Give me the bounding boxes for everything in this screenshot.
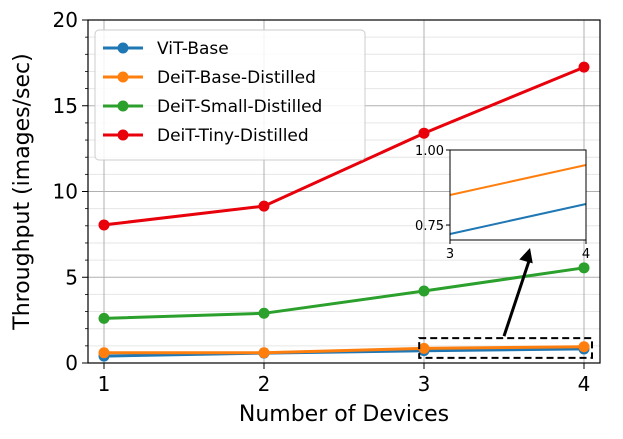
- x-tick-label: 4: [578, 372, 591, 396]
- data-point: [258, 200, 270, 212]
- y-tick-label: 20: [53, 8, 78, 32]
- series-line-2: [104, 345, 585, 355]
- zoom-region-box: [418, 337, 594, 359]
- data-point: [258, 347, 270, 359]
- x-tick-label: 2: [258, 372, 271, 396]
- inset-series-line-1: [449, 203, 587, 235]
- x-axis-label: Number of Devices: [239, 402, 449, 427]
- data-point: [98, 312, 110, 324]
- zoom-arrow-head: [519, 248, 533, 264]
- legend-label: DeiT-Base-Distilled: [157, 68, 316, 88]
- data-point: [258, 307, 270, 319]
- legend: ViT-Base DeiT-Base-Distilled DeiT-Small-Di…: [94, 29, 366, 161]
- legend-swatch-marker: [117, 129, 129, 141]
- series-layer: [98, 61, 590, 362]
- data-point: [98, 219, 110, 231]
- inset-x-tick-label: 4: [582, 247, 590, 262]
- inset-x-tick-label: 3: [446, 247, 454, 262]
- inset-background: [450, 150, 586, 240]
- legend-label: DeiT-Small-Distilled: [157, 97, 322, 117]
- data-point: [418, 127, 430, 139]
- x-tick-label: 1: [98, 372, 111, 396]
- axis-ticks: 0 5 10 15 20 1 2 3 4: [53, 8, 591, 396]
- y-axis-label: Throughput (images/sec): [10, 53, 35, 330]
- data-point: [578, 341, 590, 353]
- series-line-3: [103, 266, 585, 320]
- y-tick-label: 15: [53, 94, 78, 118]
- legend-swatch-marker: [117, 100, 129, 112]
- x-tick-label: 3: [418, 372, 431, 396]
- data-point: [98, 347, 110, 359]
- inset-frame: [449, 149, 587, 241]
- zoom-arrow-shaft: [502, 257, 532, 337]
- data-point: [578, 61, 590, 73]
- legend-swatch-marker: [117, 71, 129, 83]
- legend-swatch-marker: [117, 42, 129, 54]
- inset-series-line-2: [449, 164, 587, 196]
- data-point: [418, 285, 430, 297]
- legend-label: ViT-Base: [157, 39, 229, 59]
- inset-zoom-plot: 0.75 1.00 3 4: [415, 144, 590, 262]
- data-point: [418, 342, 430, 354]
- y-tick-label: 0: [65, 351, 78, 375]
- legend-label: DeiT-Tiny-Distilled: [157, 126, 309, 146]
- zoom-annotation: [418, 248, 594, 359]
- y-tick-label: 10: [53, 180, 78, 204]
- inset-y-tick-label: 0.75: [415, 219, 444, 234]
- y-tick-label: 5: [65, 265, 78, 289]
- legend-box: [94, 29, 366, 161]
- inset-y-tick-label: 1.00: [415, 144, 444, 159]
- series-line-4: [103, 65, 585, 227]
- data-point: [578, 262, 590, 274]
